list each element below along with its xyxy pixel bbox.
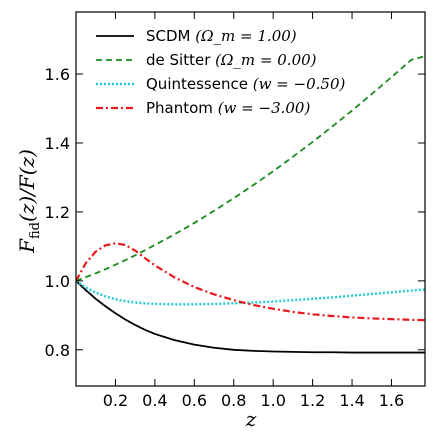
legend-entry-1: SCDM (Ω_m = 1.00) xyxy=(146,27,297,45)
series-line-2 xyxy=(76,55,425,282)
axes: 0.2 0.4 0.6 0.8 1.0 1.2 1.4 1.6 0.8 1.0 1.2 1.4 1.6 xyxy=(45,11,426,410)
x-tick-label: 1.6 xyxy=(379,391,404,410)
x-tick-label: 0.6 xyxy=(182,391,207,410)
legend-entry-2: de Sitter (Ω_m = 0.00) xyxy=(146,51,317,69)
x-tick-label: 1.4 xyxy=(339,391,364,410)
plot-frame xyxy=(75,11,426,387)
x-tick-label: 1.2 xyxy=(300,391,325,410)
y-axis-label: Ffid(z)/F(z) xyxy=(15,149,43,254)
y-tick-label: 0.8 xyxy=(45,341,70,360)
x-tick-label: 0.4 xyxy=(142,391,167,410)
legend-entry-3: Quintessence (w = −0.50) xyxy=(146,75,345,93)
plot-area xyxy=(76,55,425,354)
x-tick-label: 0.2 xyxy=(103,391,128,410)
series-line-3 xyxy=(76,279,425,306)
y-tick-label: 1.6 xyxy=(45,65,70,84)
y-tick-label: 1.2 xyxy=(45,203,70,222)
series-line-1 xyxy=(76,280,425,354)
series-line-4 xyxy=(76,242,425,322)
legend: SCDM (Ω_m = 1.00) de Sitter (Ω_m = 0.00) Q… xyxy=(96,27,345,117)
legend-entry-4: Phantom (w = −3.00) xyxy=(146,99,310,117)
x-axis-label: z xyxy=(245,407,257,431)
x-tick-label: 1.0 xyxy=(260,391,285,410)
y-tick-label: 1.0 xyxy=(45,272,70,291)
y-tick-label: 1.4 xyxy=(45,134,70,153)
x-tick-label: 0.8 xyxy=(221,391,246,410)
